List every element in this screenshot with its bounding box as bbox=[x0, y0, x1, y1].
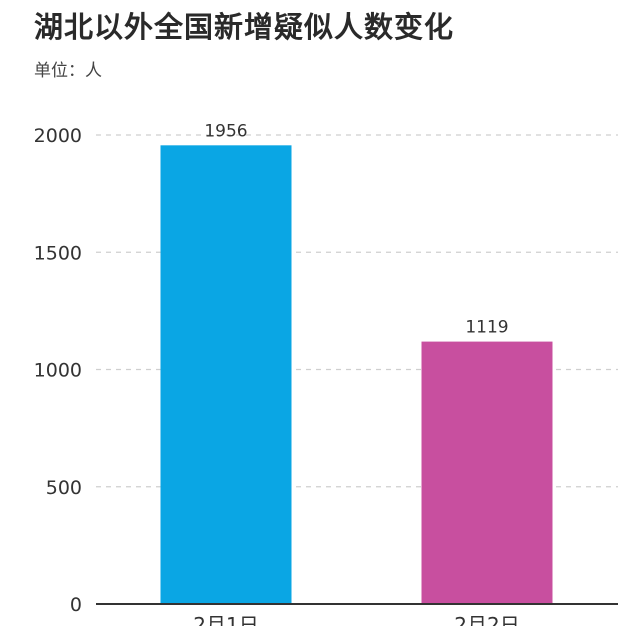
y-tick-label: 2000 bbox=[34, 125, 82, 147]
y-tick-label: 500 bbox=[46, 477, 82, 499]
y-tick-label: 1000 bbox=[34, 360, 82, 382]
x-category-label: 2月2日 bbox=[454, 613, 519, 626]
x-category-label: 2月1日 bbox=[193, 613, 258, 626]
y-tick-label: 1500 bbox=[34, 242, 82, 264]
chart-title: 湖北以外全国新增疑似人数变化 bbox=[34, 10, 455, 44]
chart-unit: 单位：人 bbox=[34, 61, 102, 81]
bar bbox=[160, 145, 292, 604]
bars bbox=[160, 145, 553, 604]
y-tick-label: 0 bbox=[70, 594, 82, 616]
bar-value-label: 1119 bbox=[465, 318, 508, 338]
bar-value-label: 1956 bbox=[204, 121, 247, 141]
y-axis-ticks: 0 500 1000 1500 2000 bbox=[34, 125, 82, 616]
x-axis-categories: 2月1日 2月2日 bbox=[193, 613, 519, 626]
data-labels: 1956 1119 bbox=[204, 121, 508, 337]
bar bbox=[421, 341, 553, 604]
